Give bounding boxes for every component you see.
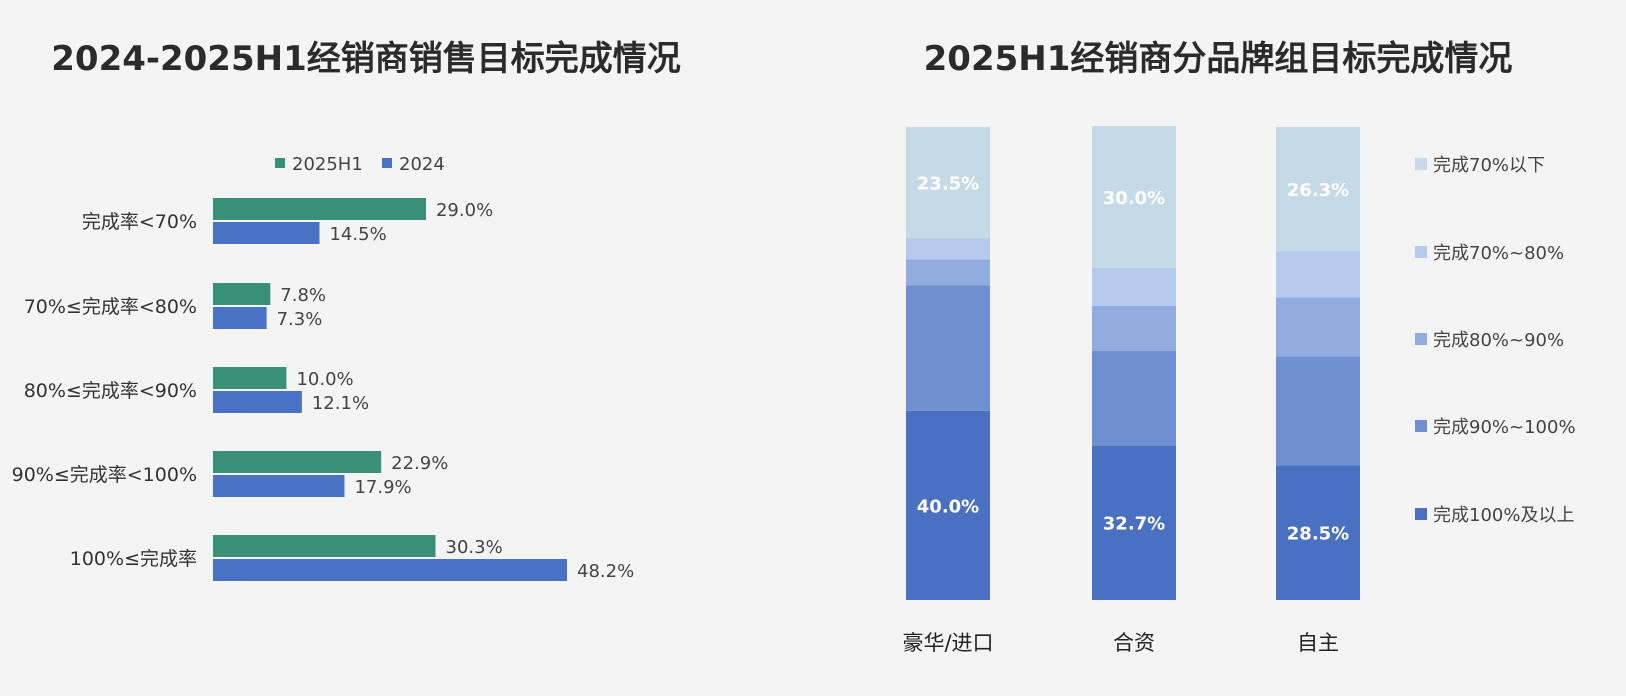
legend-label: 完成90%~100% [1433,417,1576,438]
stack-segment [906,410,990,600]
legend-swatch [1415,158,1427,170]
bar-2024 [213,475,345,497]
brand-group-stacked-chart: 2025H1经销商分品牌组目标完成情况 40.0% 23.5% 32.7% 30.0%… [902,39,1575,655]
legend-label: 完成100%及以上 [1433,505,1574,526]
column-category-label: 合资 [1113,631,1155,655]
legend-swatch-2025h1 [275,158,285,168]
segment-label: 30.0% [1103,188,1165,209]
segment-label: 23.5% [917,174,979,195]
bar-2025H1 [213,451,382,473]
stack-segment [1276,251,1360,298]
legend-label: 完成70%以下 [1433,155,1545,176]
stack-segment [1276,356,1360,466]
value-label: 22.9% [391,453,448,474]
bar-2025H1 [213,198,426,220]
value-label: 10.0% [296,369,353,390]
bar-2024 [213,222,320,244]
stack-segment [906,259,990,286]
completion-rate-bar-chart: 2024-2025H1经销商销售目标完成情况 2025H1 2024 完成率<7… [12,39,681,582]
legend-swatch [1415,420,1427,432]
right-stacked-bars [906,126,1360,600]
stack-segment [1092,350,1176,446]
right-segment-labels: 40.0% 23.5% 32.7% 30.0% 28.5% 26.3% [917,174,1349,545]
legend-swatch [1415,333,1427,345]
stack-segment [1276,465,1360,600]
bar-2025H1 [213,535,436,557]
stack-segment [1092,445,1176,600]
value-label: 29.0% [436,200,493,221]
stack-segment [906,127,990,239]
value-label: 30.3% [446,537,503,558]
right-chart-title: 2025H1经销商分品牌组目标完成情况 [924,39,1513,79]
category-label: 80%≤完成率<90% [24,380,197,402]
left-chart-legend: 2025H1 2024 [275,154,445,175]
bar-2025H1 [213,367,287,389]
left-value-labels: 29.0% 14.5% 7.8% 7.3% 10.0% 12.1% 22.9% 17.9% 30… [277,200,635,582]
value-label: 7.8% [280,285,326,306]
legend-swatch [1415,246,1427,258]
stack-segment [906,285,990,411]
value-label: 14.5% [329,224,386,245]
value-label: 12.1% [312,393,369,414]
segment-label: 28.5% [1287,524,1349,545]
segment-label: 32.7% [1103,514,1165,535]
right-category-labels: 豪华/进口 合资 自主 [902,631,1339,655]
bar-2024 [213,559,567,581]
stack-segment [1092,267,1176,306]
column-category-label: 自主 [1297,631,1339,655]
legend-label: 完成70%~80% [1433,243,1564,264]
category-label: 完成率<70% [82,211,197,233]
left-bars [213,198,567,581]
bar-2024 [213,307,267,329]
legend-label-2024: 2024 [399,154,445,175]
legend-swatch-2024 [382,158,392,168]
value-label: 48.2% [577,561,634,582]
bar-2024 [213,391,302,413]
bar-2025H1 [213,283,271,305]
value-label: 7.3% [277,309,323,330]
stack-segment [1276,127,1360,252]
category-label: 70%≤完成率<80% [24,296,197,318]
value-label: 17.9% [354,477,411,498]
stack-segment [1092,126,1176,268]
segment-label: 26.3% [1287,180,1349,201]
category-label: 90%≤完成率<100% [12,464,197,486]
column-category-label: 豪华/进口 [902,631,993,655]
stack-segment [906,238,990,260]
legend-label: 完成80%~90% [1433,330,1564,351]
left-category-labels: 完成率<70% 70%≤完成率<80% 80%≤完成率<90% 90%≤完成率<100… [12,211,197,570]
category-label: 100%≤完成率 [70,548,197,570]
legend-swatch [1415,508,1427,520]
stack-segment [1276,297,1360,357]
left-chart-title: 2024-2025H1经销商销售目标完成情况 [51,39,680,79]
legend-label-2025h1: 2025H1 [292,154,363,175]
segment-label: 40.0% [917,496,979,517]
stack-segment [1092,305,1176,351]
